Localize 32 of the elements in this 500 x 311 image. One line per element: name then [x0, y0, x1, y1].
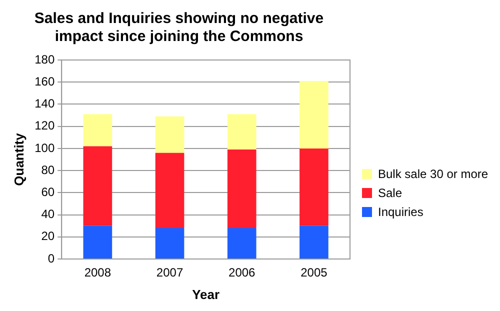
legend-label: Sale [378, 186, 402, 200]
legend-label: Bulk sale 30 or more [378, 167, 488, 181]
bar [83, 146, 112, 226]
bar [83, 226, 112, 258]
x-tick-label: 2006 [228, 266, 256, 280]
bar [227, 150, 256, 228]
y-tick-label: 160 [34, 74, 55, 88]
bar [155, 228, 184, 258]
y-tick-label: 120 [34, 118, 55, 133]
y-tick-label: 20 [41, 229, 55, 244]
x-axis-title: Year [192, 286, 220, 302]
x-tick-label: 2008 [84, 266, 112, 280]
bar [155, 152, 184, 228]
y-tick-label: 80 [41, 162, 55, 177]
bar [300, 81, 328, 148]
bar [300, 148, 328, 226]
x-tick-label: 2007 [156, 266, 184, 280]
bar [155, 116, 184, 153]
legend-label: Inquiries [378, 205, 424, 219]
y-axis-title: Quantity [11, 132, 26, 186]
y-tick-label: 180 [34, 52, 55, 66]
bar [300, 226, 328, 258]
bar [227, 228, 256, 258]
chart-title: Sales and Inquiries showing no negative impact since joining the Commons [34, 10, 324, 46]
y-tick-label: 60 [41, 184, 55, 199]
x-tick-label: 2005 [300, 266, 328, 280]
y-tick-label: 40 [41, 207, 55, 222]
bar [227, 114, 256, 150]
y-tick-label: 100 [34, 140, 55, 155]
bar [83, 114, 112, 146]
y-tick-label: 0 [48, 251, 55, 266]
y-tick-label: 140 [34, 96, 55, 111]
